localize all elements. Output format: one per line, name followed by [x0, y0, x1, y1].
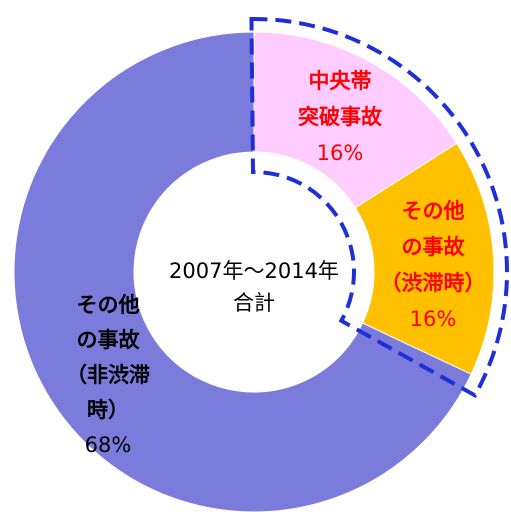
segment-value-label: 68%	[85, 433, 132, 457]
segment-label: 中央帯	[309, 69, 372, 93]
segment-value-label: 16%	[317, 141, 364, 165]
segment-label: 時）	[87, 398, 129, 422]
center-text: 合計	[233, 291, 275, 315]
donut-segment	[354, 142, 495, 375]
segment-label: の事故	[402, 235, 466, 259]
segment-label: 突破事故	[298, 105, 383, 129]
segment-label: （非渋滞	[66, 363, 150, 387]
segment-label: その他	[402, 199, 465, 223]
donut-segment	[13, 31, 472, 513]
center-text: 2007年～2014年	[169, 259, 339, 283]
segment-label: その他	[77, 293, 140, 317]
segment-value-label: 16%	[410, 307, 457, 331]
highlight-outline	[249, 17, 509, 399]
segment-label: （渋滞時）	[381, 271, 486, 295]
donut-segment	[253, 31, 458, 209]
segment-label: の事故	[77, 328, 141, 352]
